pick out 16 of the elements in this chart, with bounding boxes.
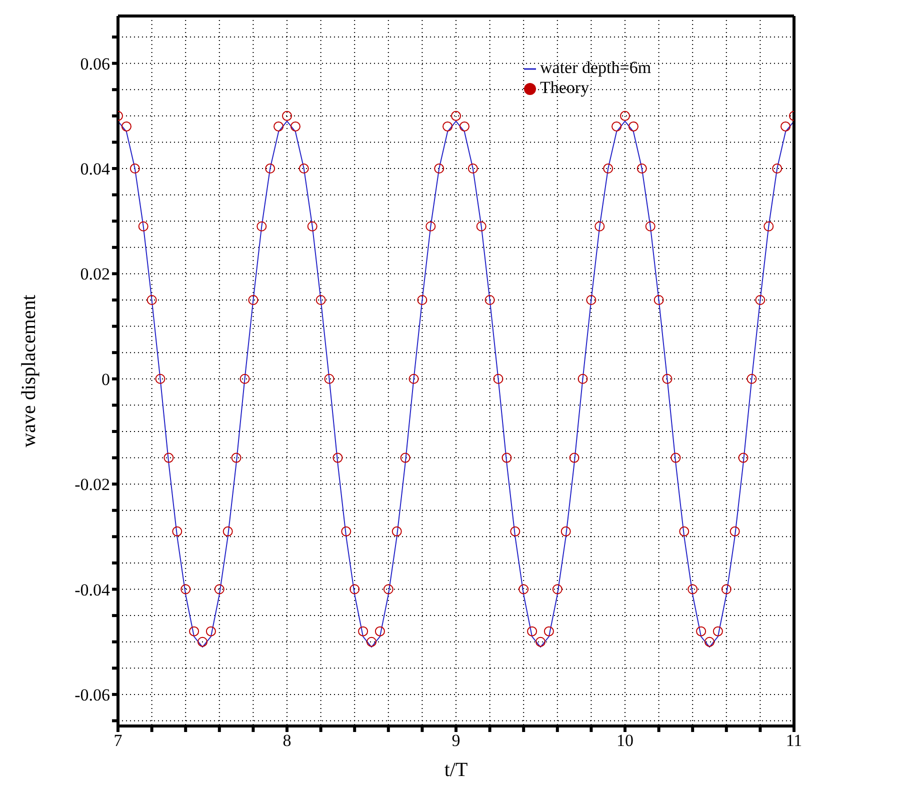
legend-label: Theory <box>540 78 590 97</box>
y-tick-label: 0.06 <box>80 54 110 74</box>
y-tick-label: -0.06 <box>74 685 110 704</box>
x-tick-label: 11 <box>786 731 802 750</box>
y-tick-label: 0.04 <box>80 160 110 179</box>
y-tick-label: -0.02 <box>74 475 110 494</box>
x-tick-label: 10 <box>616 731 634 750</box>
y-tick-label: -0.04 <box>74 580 110 600</box>
x-tick-label: 9 <box>452 731 460 750</box>
y-tick-label: 0.02 <box>80 264 110 284</box>
y-tick-label: 0 <box>102 370 110 389</box>
y-axis-title: wave displacement <box>18 294 40 448</box>
legend-label: water depth=6m <box>540 58 652 77</box>
x-tick-label: 8 <box>282 731 292 750</box>
x-tick-label: 7 <box>114 731 123 750</box>
x-axis-title: t/T <box>444 759 468 781</box>
